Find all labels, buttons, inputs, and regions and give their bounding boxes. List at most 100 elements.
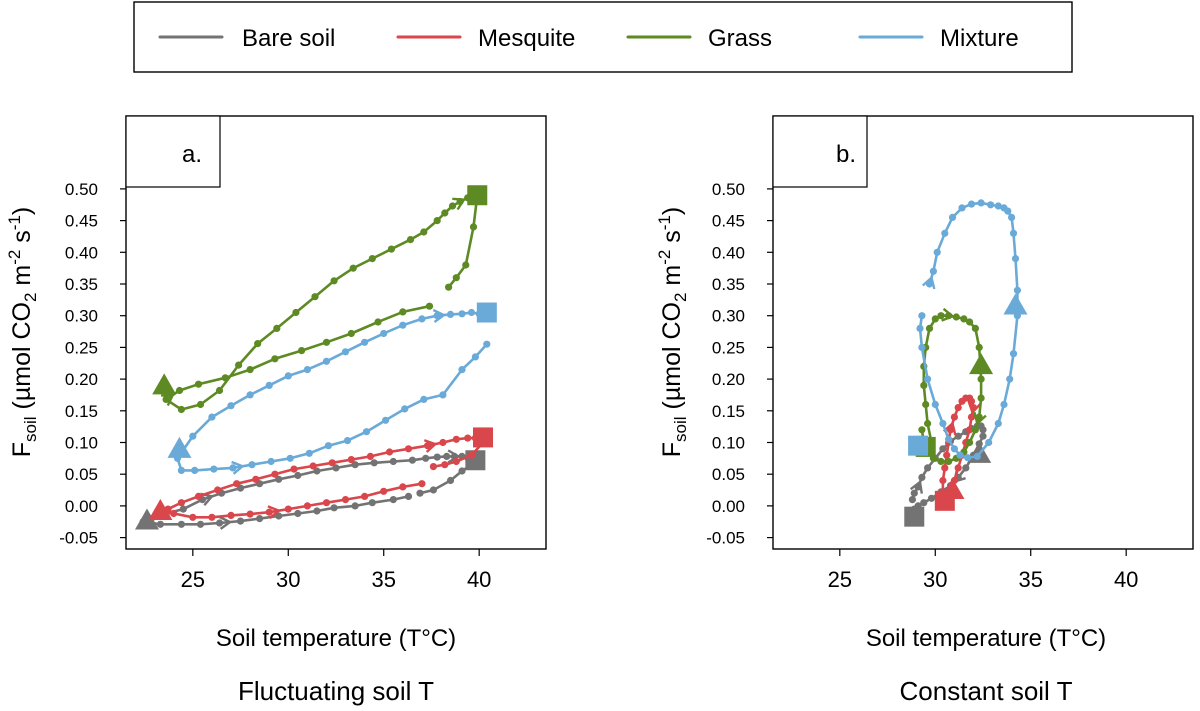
data-point-mesquite — [939, 476, 947, 485]
caption-b: Constant soil T — [900, 676, 1073, 706]
direction-arrow-mesquite — [423, 439, 438, 453]
data-point-mixture — [265, 381, 273, 389]
ylabel-two: 2 — [671, 293, 690, 302]
data-point-mesquite — [943, 451, 951, 459]
direction-arrow-mixture — [921, 275, 936, 290]
data-point-grass — [349, 264, 357, 272]
x-tick-label: 25 — [181, 567, 205, 592]
data-point-mesquite — [966, 426, 974, 434]
panel-label-a: a. — [182, 141, 202, 168]
data-point-mesquite — [418, 480, 426, 488]
series-a — [135, 185, 497, 530]
data-point-mesquite — [464, 434, 472, 442]
data-point-mixture — [246, 391, 254, 399]
data-point-bare-soil — [416, 489, 424, 497]
data-point-mesquite — [303, 502, 311, 510]
panel-b: b. -0.05 0.00 0.05 0.10 0.15 0.20 0.25 0.30 0.35… — [655, 115, 1194, 706]
data-point-bare-soil — [918, 473, 926, 481]
data-point-bare-soil — [313, 507, 321, 515]
y-tick-label: 0.10 — [712, 433, 745, 452]
data-point-mixture — [1009, 350, 1018, 358]
series-mesquite — [934, 394, 982, 511]
data-point-grass — [347, 329, 355, 338]
data-point-mixture — [399, 321, 407, 329]
data-point-mesquite — [424, 442, 432, 450]
data-point-mixture — [380, 329, 388, 338]
legend-label-mesquite: Mesquite — [478, 25, 575, 52]
data-point-mixture — [994, 419, 1002, 428]
data-point-bare-soil — [351, 461, 359, 469]
ylabel-close: ) — [8, 207, 36, 215]
ylabel-sub: soil — [671, 416, 690, 442]
y-tick-label: -0.05 — [706, 529, 745, 548]
data-point-mixture — [439, 391, 447, 399]
data-point-bare-soil — [979, 432, 987, 440]
data-point-bare-soil — [962, 464, 970, 472]
end-marker-mixture — [908, 435, 929, 456]
y-tick-label: 0.50 — [712, 180, 745, 199]
data-point-bare-soil — [256, 515, 264, 523]
legend-label-bare-soil: Bare soil — [242, 25, 335, 52]
data-point-mixture — [918, 343, 926, 351]
data-point-grass — [292, 308, 300, 317]
data-point-grass — [177, 405, 185, 414]
direction-arrow-bare-soil — [447, 449, 461, 464]
data-point-mixture — [401, 405, 409, 413]
data-point-grass — [966, 438, 974, 447]
data-point-grass — [971, 324, 980, 332]
data-point-bare-soil — [179, 505, 187, 513]
data-point-grass — [931, 315, 939, 323]
data-point-mixture — [208, 413, 216, 421]
series-line-grass — [164, 193, 479, 411]
x-tick-label: 40 — [1114, 567, 1138, 592]
data-point-mesquite — [366, 452, 374, 460]
data-point-mixture — [950, 445, 959, 453]
data-point-mesquite — [177, 499, 185, 507]
data-point-grass — [433, 217, 441, 225]
series-mesquite — [148, 427, 493, 521]
data-point-bare-soil — [368, 499, 376, 507]
data-point-mixture — [189, 432, 197, 440]
panel-label-box-b — [772, 115, 868, 188]
data-point-grass — [311, 293, 319, 301]
data-point-mixture — [929, 267, 938, 275]
data-point-mesquite — [290, 465, 298, 473]
ylabel-exp-s: -1 — [655, 215, 674, 230]
data-point-mesquite — [399, 483, 407, 491]
y-axis-label-a: Fsoil (µmol CO2 m-2 s-1) — [5, 207, 40, 457]
data-point-bare-soil — [429, 486, 437, 494]
data-point-mesquite — [941, 464, 949, 472]
y-axis-label-b: Fsoil (µmol CO2 m-2 s-1) — [655, 207, 690, 457]
data-point-grass — [273, 324, 281, 332]
data-point-bare-soil — [979, 426, 987, 434]
data-point-grass — [937, 312, 945, 320]
data-point-grass — [445, 283, 453, 291]
end-marker-bare-soil — [465, 450, 486, 471]
data-point-bare-soil — [215, 519, 224, 527]
y-tick-label: 0.05 — [65, 465, 98, 484]
data-point-mesquite — [208, 513, 216, 521]
y-tick-label: -0.05 — [59, 529, 98, 548]
ylabel-close: ) — [658, 207, 686, 215]
data-point-mesquite — [452, 457, 460, 466]
data-point-bare-soil — [408, 456, 416, 464]
data-point-grass — [246, 366, 254, 374]
data-point-mixture — [1009, 229, 1018, 237]
data-point-mixture — [418, 315, 426, 323]
data-point-mixture — [967, 200, 976, 208]
data-point-mesquite — [271, 470, 279, 478]
data-point-bare-soil — [275, 475, 283, 483]
data-point-grass — [399, 308, 407, 316]
x-tick-label: 40 — [467, 567, 491, 592]
y-ticks-a: -0.05 0.00 0.05 0.10 0.15 0.20 0.25 0.30 0.35 0.4… — [59, 180, 126, 548]
data-point-bare-soil — [927, 494, 936, 502]
data-point-mixture — [322, 357, 331, 365]
series-bare-soil — [135, 449, 486, 530]
data-point-bare-soil — [422, 454, 430, 462]
data-point-bare-soil — [458, 467, 466, 475]
data-point-mesquite — [284, 505, 292, 513]
data-point-mesquite — [361, 492, 369, 500]
data-point-bare-soil — [433, 453, 441, 461]
data-point-grass — [194, 380, 203, 388]
